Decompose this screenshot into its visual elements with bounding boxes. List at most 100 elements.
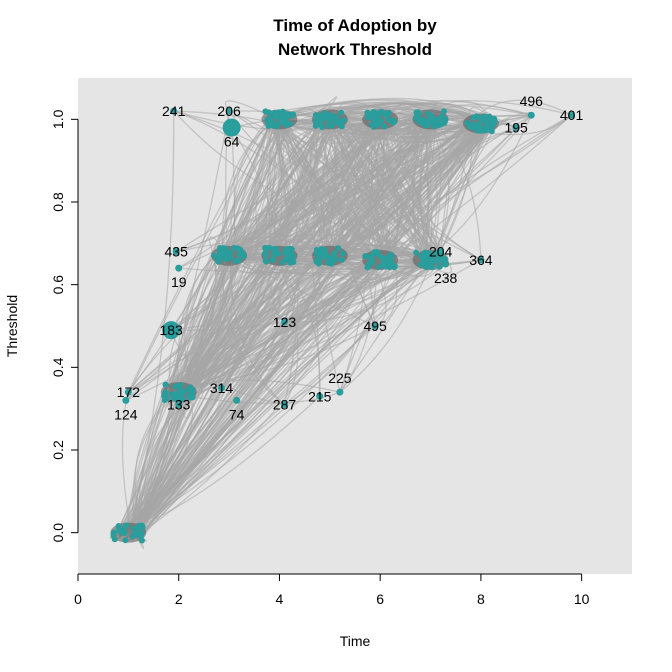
edge (335, 121, 378, 255)
node-cluster (462, 113, 499, 135)
edge (142, 259, 328, 533)
edge (171, 252, 371, 390)
edge (221, 119, 269, 260)
node-cluster (110, 522, 147, 544)
node-marker (236, 257, 243, 264)
edge (335, 116, 387, 266)
edge (173, 264, 425, 388)
node-cluster (211, 244, 248, 266)
node-marker (315, 260, 322, 267)
node-label: 195 (504, 120, 528, 136)
edge (339, 263, 426, 393)
node-marker (168, 391, 175, 398)
node-label: 172 (117, 384, 141, 400)
node-marker (435, 257, 442, 264)
edge (140, 121, 295, 539)
edge (135, 120, 432, 530)
node-marker (338, 123, 345, 130)
node-marker (275, 250, 282, 257)
node-label: 225 (328, 370, 352, 386)
node-label: 64 (224, 134, 240, 150)
edge (318, 120, 436, 261)
edge (330, 114, 572, 250)
edge (171, 118, 286, 389)
edge (124, 252, 434, 534)
edge (321, 122, 376, 327)
node-marker (175, 264, 183, 272)
node-marker (267, 122, 274, 129)
node-marker (139, 524, 146, 531)
edge (224, 100, 273, 118)
node-marker (271, 251, 278, 258)
node-marker (424, 110, 431, 117)
node-marker (279, 119, 286, 126)
node-marker (110, 529, 117, 536)
node-marker (374, 248, 381, 255)
node-marker (391, 264, 398, 271)
node-marker (236, 251, 243, 258)
node-marker (315, 251, 322, 258)
node-marker (512, 124, 520, 132)
node-label: 19 (171, 274, 187, 290)
node-cluster (311, 109, 348, 131)
edge (284, 255, 393, 406)
edge (128, 118, 330, 538)
node-marker (122, 537, 129, 544)
edge (328, 118, 389, 258)
node-marker (124, 388, 132, 396)
node-marker (375, 117, 382, 124)
node-marker (328, 123, 335, 130)
node-marker (326, 117, 333, 124)
y-tick-label: 0.6 (50, 275, 66, 295)
node-marker (386, 264, 393, 271)
node-marker (428, 254, 435, 261)
node-marker (287, 259, 294, 266)
edge (281, 97, 480, 118)
node-marker (370, 108, 377, 115)
node-marker (176, 392, 183, 399)
edge (318, 117, 379, 257)
edge (233, 121, 275, 256)
node-marker (338, 256, 345, 263)
edge (193, 263, 419, 400)
node-marker (527, 111, 535, 119)
node-marker (483, 123, 490, 130)
edge (190, 391, 341, 404)
edge (170, 120, 337, 331)
edge (131, 129, 486, 541)
node-marker (442, 116, 449, 123)
node-marker (162, 389, 169, 396)
edge (317, 96, 338, 115)
node-marker (413, 249, 420, 256)
node-cluster (412, 108, 449, 130)
edge (125, 389, 165, 532)
node-marker (364, 264, 371, 271)
edge (173, 110, 380, 264)
node-label: 215 (308, 388, 332, 404)
node-marker (271, 109, 278, 116)
edge (229, 120, 490, 262)
node-marker (387, 251, 394, 258)
node-marker (384, 111, 391, 118)
node-cluster (160, 381, 197, 404)
node-marker (227, 249, 234, 256)
node-marker (215, 256, 222, 263)
edge (267, 115, 476, 136)
node-marker (335, 245, 342, 252)
node-cluster (362, 108, 399, 130)
node-marker (211, 252, 218, 259)
node-marker (111, 536, 118, 543)
edge (137, 249, 285, 529)
node-marker (442, 260, 450, 268)
x-tick-label: 6 (376, 591, 384, 607)
edge (183, 252, 433, 397)
edge (168, 265, 387, 388)
node-marker (170, 107, 178, 115)
node-marker (273, 245, 280, 252)
node-label: 206 (217, 103, 241, 119)
edge (336, 119, 383, 265)
node-marker (262, 257, 269, 264)
node-marker (440, 108, 447, 115)
node-marker (473, 113, 480, 120)
y-tick-label: 0.4 (50, 357, 66, 377)
